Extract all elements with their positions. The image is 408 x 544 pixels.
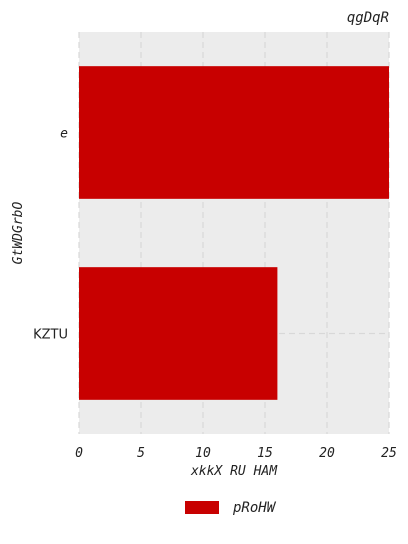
x-axis-label: xkkX RU HAM bbox=[190, 464, 278, 479]
y-category-labels: e KZTU bbox=[33, 127, 68, 343]
legend-label: pRoHW bbox=[232, 500, 277, 516]
x-tick-label: 25 bbox=[381, 446, 397, 461]
y-category-label: e bbox=[60, 127, 68, 142]
y-category-label: KZTU bbox=[33, 328, 68, 343]
legend-swatch bbox=[185, 501, 219, 514]
x-tick-label: 5 bbox=[137, 446, 145, 461]
x-tick-labels: 0 5 10 15 20 25 bbox=[75, 446, 397, 461]
legend: pRoHW bbox=[185, 500, 277, 516]
x-tick-label: 10 bbox=[195, 446, 211, 461]
x-tick-label: 20 bbox=[319, 446, 335, 461]
bars bbox=[79, 66, 389, 400]
bar-e bbox=[79, 66, 389, 199]
x-tick-label: 15 bbox=[257, 446, 273, 461]
x-tick-label: 0 bbox=[75, 446, 83, 461]
bar-kztu bbox=[79, 267, 278, 400]
y-axis-label: GtWDGrbO bbox=[11, 202, 26, 265]
chart-title: qgDqR bbox=[347, 10, 389, 26]
